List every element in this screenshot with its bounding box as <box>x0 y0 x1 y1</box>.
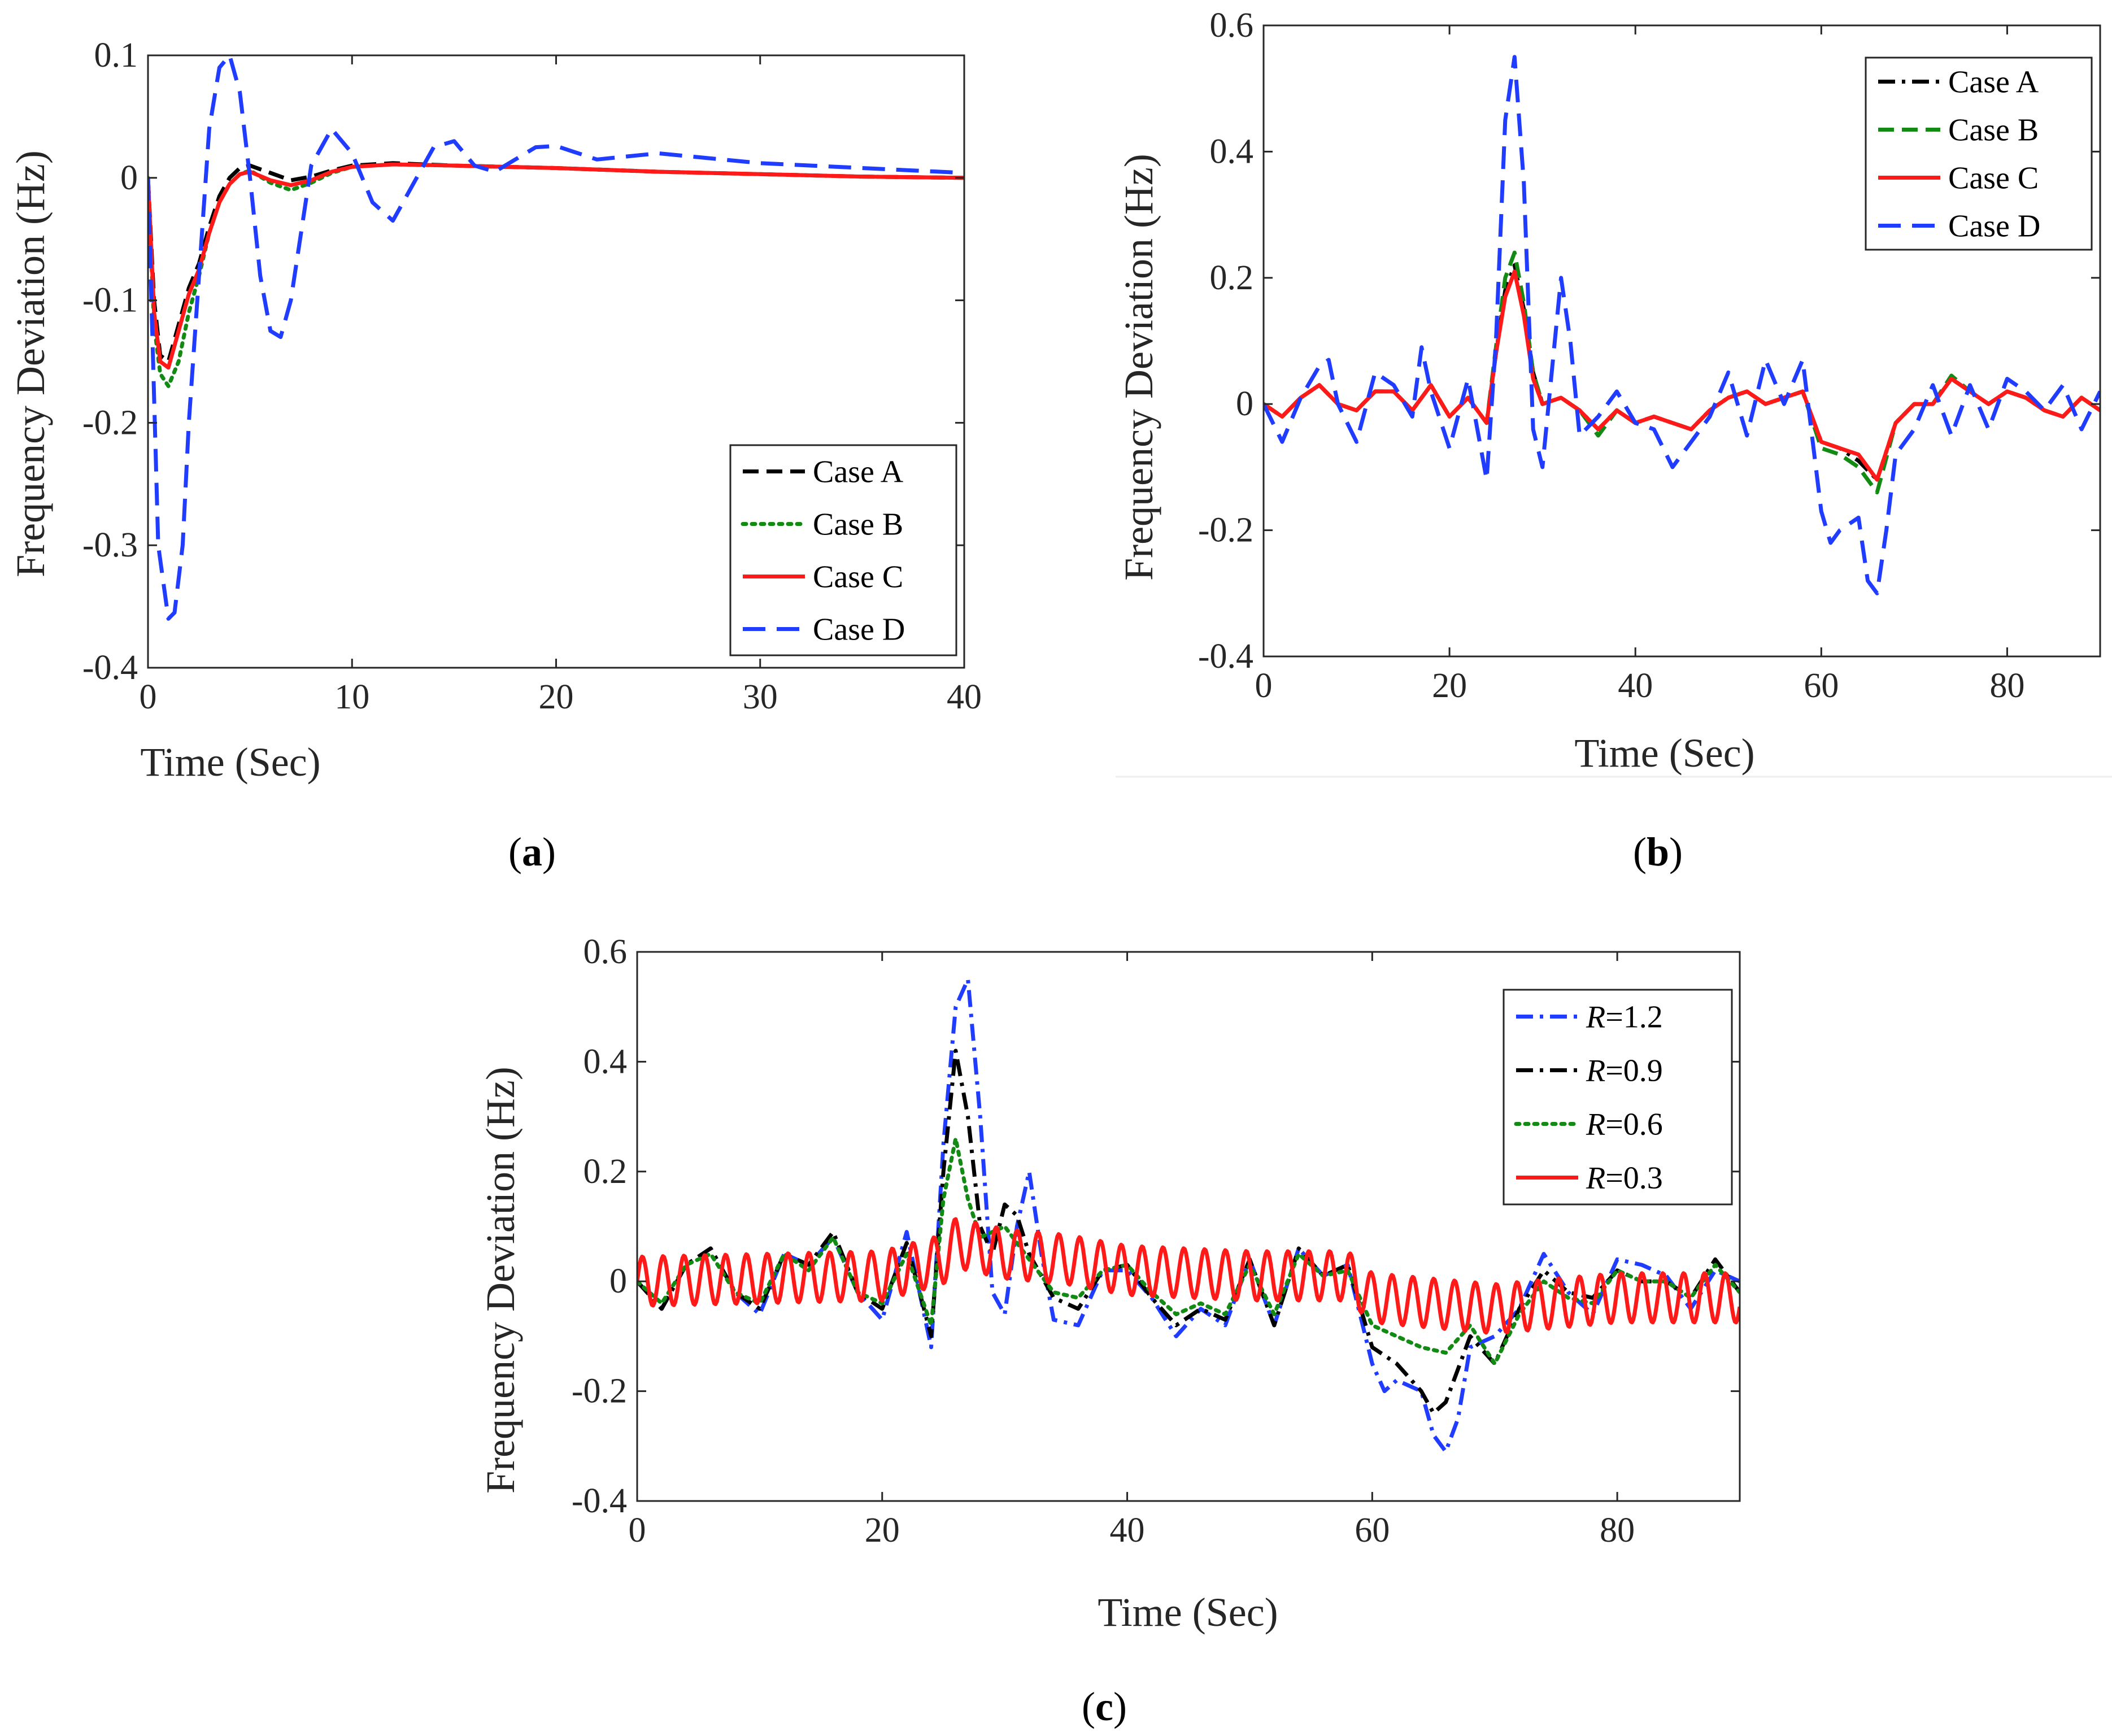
panel-label-c: (c) <box>1082 1684 1127 1729</box>
panel-c: Time (Sec) Frequency Deviation (Hz) (c) … <box>478 933 1741 1729</box>
series-group-c <box>637 977 1740 1454</box>
y-tick-label-b-0: 0.6 <box>1210 6 1254 45</box>
legend-label-c-0: R=1.2 <box>1586 1000 1663 1035</box>
x-tick-label-b-4: 80 <box>1989 667 2024 705</box>
x-tick-label-c-1: 20 <box>865 1511 900 1550</box>
y-tick-label-b-1: 0.4 <box>1210 132 1254 171</box>
y-axis-label-c: Frequency Deviation (Hz) <box>478 1067 523 1494</box>
x-tick-label-c-0: 0 <box>629 1511 646 1550</box>
legend-label-a-0: Case A <box>813 455 904 490</box>
panel-label-a: (a) <box>508 829 556 874</box>
y-tick-label-c-5: -0.4 <box>572 1482 627 1520</box>
y-tick-label-c-3: 0 <box>609 1262 627 1300</box>
x-tick-label-a-4: 40 <box>947 678 982 716</box>
legend-label-c-1: R=0.9 <box>1586 1054 1663 1089</box>
x-axis-label-a: Time (Sec) <box>140 739 320 785</box>
series-line-b-1 <box>1264 250 2100 495</box>
y-axis-label-b: Frequency Deviation (Hz) <box>1116 154 1161 581</box>
x-axis-label-c: Time (Sec) <box>1098 1590 1278 1635</box>
series-line-a-1 <box>148 162 964 388</box>
x-tick-label-a-1: 10 <box>334 678 369 716</box>
y-tick-label-c-1: 0.4 <box>583 1042 628 1081</box>
y-tick-label-b-5: -0.4 <box>1198 637 1253 676</box>
series-line-a-3 <box>148 55 964 621</box>
plot-frame-c <box>636 951 1741 1502</box>
series-group-a <box>148 55 964 621</box>
y-tick-label-b-3: 0 <box>1236 385 1253 423</box>
x-tick-label-c-4: 80 <box>1600 1511 1635 1550</box>
x-tick-label-a-0: 0 <box>140 678 157 716</box>
legend-label-c-2: R=0.6 <box>1586 1107 1663 1142</box>
legend-box-c <box>1503 989 1733 1206</box>
series-line-b-0 <box>1264 263 2100 482</box>
x-axis-label-b: Time (Sec) <box>1574 730 1754 776</box>
y-tick-label-a-2: -0.1 <box>82 281 138 320</box>
x-tick-label-b-0: 0 <box>1255 667 1273 705</box>
x-tick-label-a-2: 20 <box>539 678 574 716</box>
legend-box-b <box>1865 56 2093 251</box>
y-tick-label-a-5: -0.4 <box>82 649 138 687</box>
legend-box-a <box>729 444 957 656</box>
plot-frame-b <box>1262 24 2101 658</box>
y-tick-label-a-1: 0 <box>120 159 138 197</box>
legend-label-b-1: Case B <box>1948 113 2039 148</box>
y-axis-label-a: Frequency Deviation (Hz) <box>8 150 53 577</box>
x-tick-label-b-3: 60 <box>1804 667 1839 705</box>
legend-label-a-2: Case C <box>813 560 903 595</box>
legend-label-a-1: Case B <box>813 507 903 542</box>
legend-label-b-2: Case C <box>1948 161 2039 196</box>
series-line-b-2 <box>1264 269 2100 482</box>
x-tick-label-b-2: 40 <box>1618 667 1653 705</box>
legend-label-b-0: Case A <box>1948 65 2039 100</box>
x-tick-label-c-2: 40 <box>1110 1511 1145 1550</box>
panel-a: Time (Sec) Frequency Deviation (Hz) (a) … <box>8 36 982 874</box>
series-line-c-2 <box>637 1137 1740 1366</box>
y-tick-label-b-2: 0.2 <box>1210 259 1254 297</box>
panel-b: Time (Sec) Frequency Deviation (Hz) (b) … <box>1116 6 2101 874</box>
series-line-a-2 <box>148 162 964 370</box>
y-tick-label-a-4: -0.3 <box>82 526 138 564</box>
legend-label-b-3: Case D <box>1948 209 2040 244</box>
legend-label-a-3: Case D <box>813 612 905 647</box>
y-tick-label-b-4: -0.2 <box>1198 511 1253 550</box>
y-tick-label-c-0: 0.6 <box>583 933 628 971</box>
y-tick-label-a-0: 0.1 <box>94 36 138 75</box>
series-line-c-3 <box>637 1217 1740 1335</box>
x-tick-label-c-3: 60 <box>1355 1511 1390 1550</box>
x-tick-label-a-3: 30 <box>743 678 778 716</box>
panel-label-b: (b) <box>1633 829 1683 874</box>
x-tick-label-b-1: 20 <box>1432 667 1467 705</box>
series-group-b <box>1264 55 2100 595</box>
y-tick-label-c-2: 0.2 <box>583 1152 628 1191</box>
legend-label-c-3: R=0.3 <box>1586 1161 1663 1196</box>
y-tick-label-a-3: -0.2 <box>82 403 138 442</box>
y-tick-label-c-4: -0.2 <box>572 1372 627 1411</box>
